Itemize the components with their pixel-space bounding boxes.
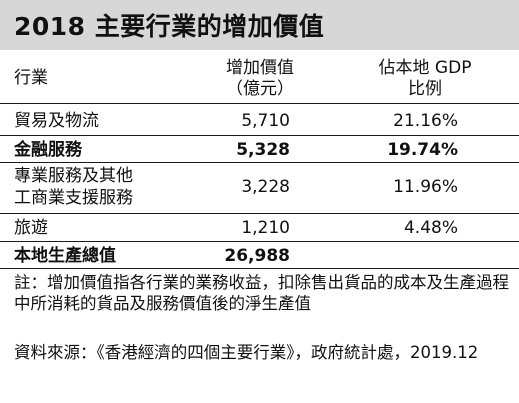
row-name-line2: 工商業支援服務 (14, 188, 133, 208)
total-value: 26,988 (224, 246, 290, 266)
row-name-line1: 專業服務及其他 (14, 166, 133, 186)
table-row: 專業服務及其他 工商業支援服務 3,228 11.96% (0, 166, 519, 212)
row-value: 3,228 (241, 177, 290, 197)
header-share-line1: 佔本地 GDP (378, 58, 472, 78)
header-share-line2: 比例 (408, 79, 442, 99)
row-share: 19.74% (387, 140, 458, 160)
header-share: 佔本地 GDP 比例 (350, 58, 500, 100)
table-title-bar: 2018 主要行業的增加價值 (0, 0, 519, 50)
row-value: 5,328 (236, 140, 290, 160)
header-value-line2: （億元） (226, 79, 294, 99)
row-value: 5,710 (241, 111, 290, 131)
row-share: 4.48% (403, 218, 458, 238)
row-divider (0, 241, 519, 242)
source-note: 資料來源：《香港經濟的四個主要行業》，政府統計處，2019.12 (14, 343, 479, 362)
row-divider (0, 135, 519, 136)
table-title: 2018 主要行業的增加價值 (14, 12, 325, 41)
row-divider (0, 213, 519, 214)
header-sector-label: 行業 (14, 68, 48, 88)
footnote: 註：增加價值指各行業的業務收益，扣除售出貨品的成本及生產過程中所消耗的貨品及服務… (14, 273, 509, 313)
row-name: 旅遊 (14, 218, 48, 238)
total-divider (0, 268, 519, 269)
row-value: 1,210 (241, 218, 290, 238)
header-divider (0, 103, 519, 104)
row-divider (0, 162, 519, 163)
row-name: 貿易及物流 (14, 111, 99, 131)
row-share: 11.96% (393, 177, 458, 197)
row-name: 金融服務 (14, 140, 82, 160)
header-sector: 行業 (14, 68, 48, 89)
header-value: 增加價值 （億元） (200, 58, 320, 100)
row-share: 21.16% (393, 111, 458, 131)
total-name: 本地生產總值 (14, 246, 116, 266)
row-name: 專業服務及其他 工商業支援服務 (14, 166, 133, 208)
header-value-line1: 增加價值 (226, 58, 294, 78)
